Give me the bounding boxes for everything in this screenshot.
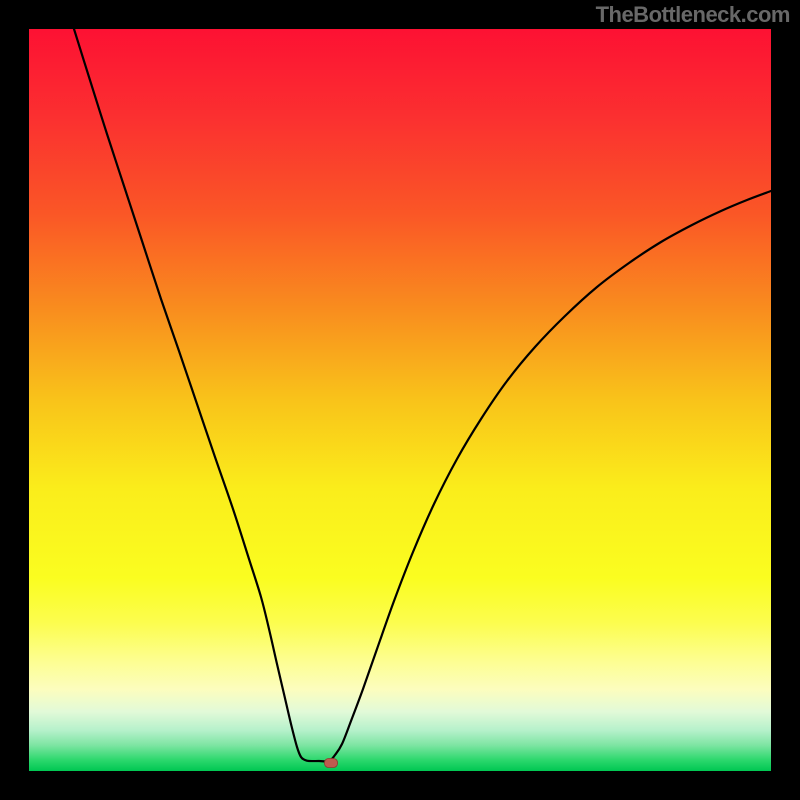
optimum-marker (325, 759, 338, 768)
watermark-text: TheBottleneck.com (596, 2, 790, 28)
chart-svg (29, 29, 771, 771)
plot-area (29, 29, 771, 771)
chart-frame: TheBottleneck.com (0, 0, 800, 800)
gradient-background (29, 29, 771, 771)
